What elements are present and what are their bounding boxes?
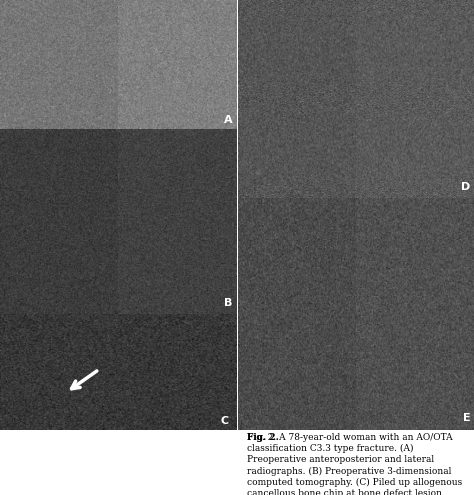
Text: Fig. 2.: Fig. 2.: [247, 433, 279, 442]
Text: A: A: [224, 115, 233, 125]
Text: B: B: [224, 298, 233, 308]
Text: C: C: [221, 416, 229, 426]
Text: D: D: [461, 182, 471, 192]
Text: E: E: [463, 413, 471, 423]
Text: Fig. 2. A 78-year-old woman with an AO/OTA classification C3.3 type fracture. (A: Fig. 2. A 78-year-old woman with an AO/O…: [247, 433, 473, 495]
